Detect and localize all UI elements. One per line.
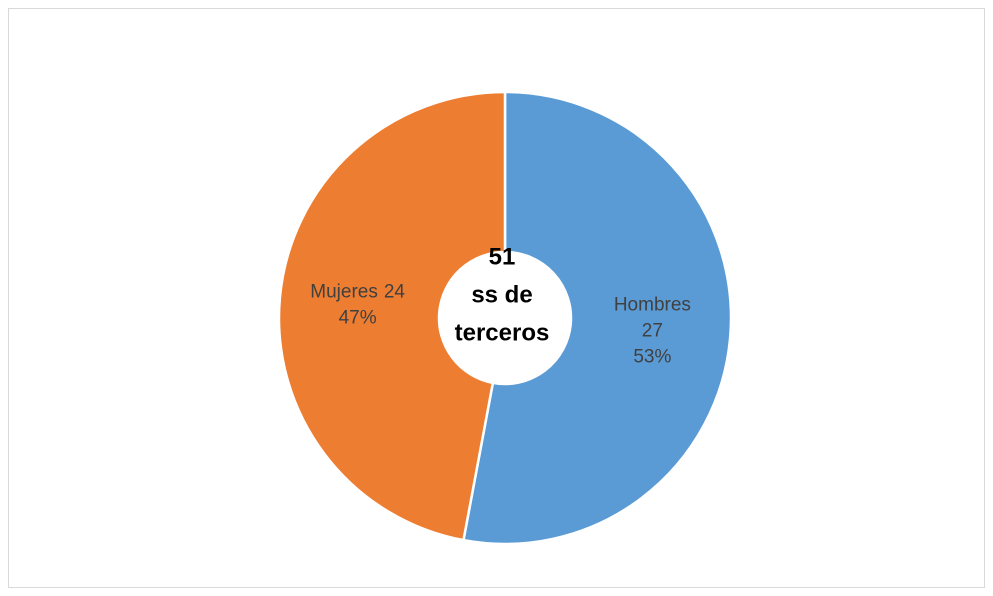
donut-slice xyxy=(462,90,733,546)
label-percent: 53% xyxy=(633,347,671,368)
data-label: Mujeres 24 47% xyxy=(310,281,405,328)
label-value: 27 xyxy=(642,321,663,342)
center-total: 51 xyxy=(489,243,516,270)
donut-slice xyxy=(277,90,507,542)
label-name: Hombres xyxy=(614,295,691,316)
label-name: Mujeres xyxy=(310,281,378,302)
label-value: 24 xyxy=(384,281,406,302)
data-label: Hombres 27 53% xyxy=(614,295,691,368)
center-text: terceros xyxy=(455,319,550,346)
label-percent: 47% xyxy=(339,307,377,328)
center-text: ss de xyxy=(471,281,532,308)
